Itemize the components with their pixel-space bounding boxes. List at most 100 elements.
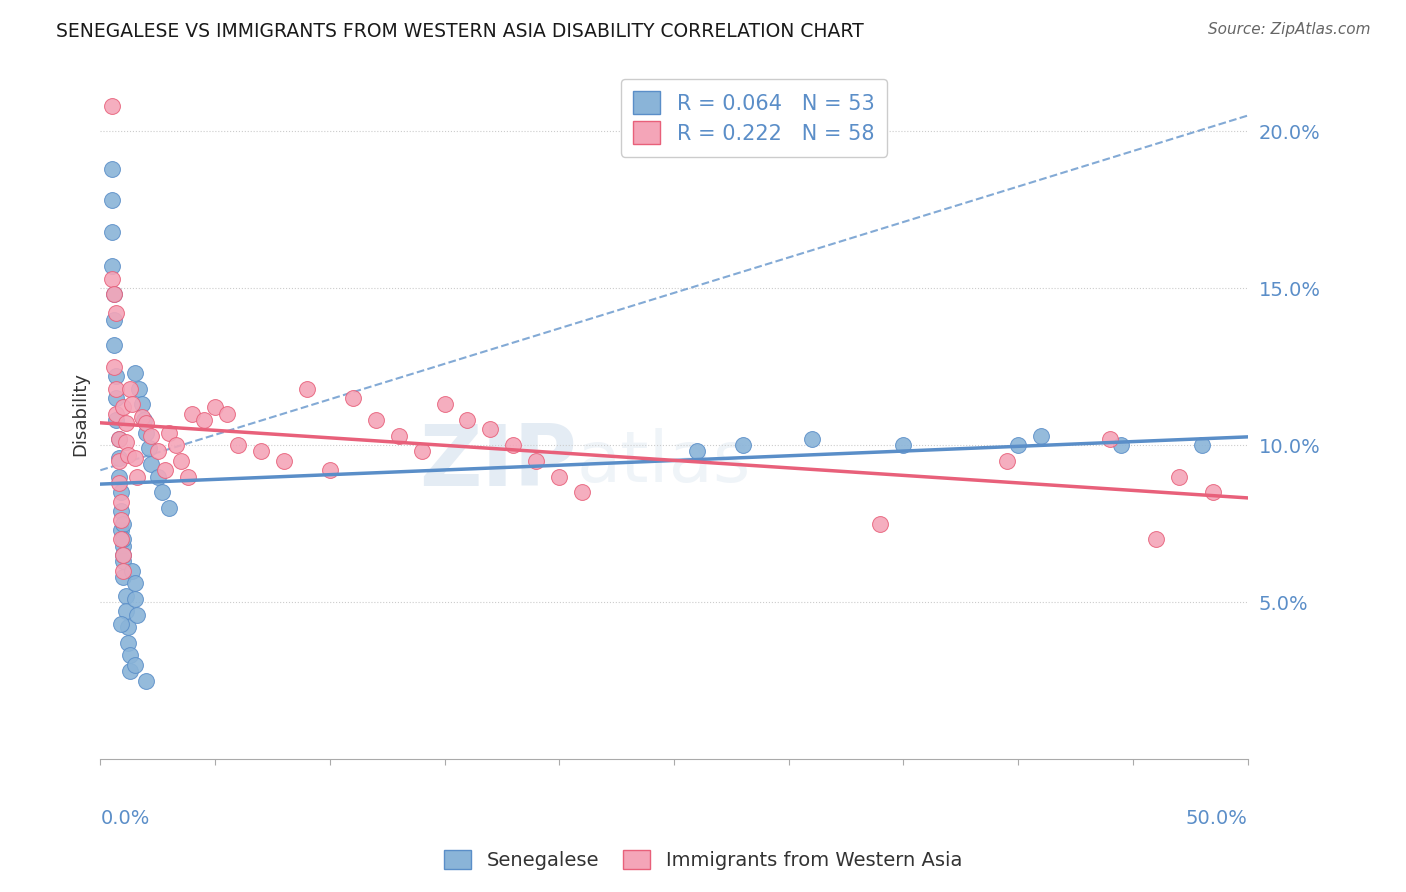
Point xyxy=(110,533,132,547)
Point xyxy=(1098,432,1121,446)
Point xyxy=(110,617,132,632)
Point xyxy=(1191,438,1213,452)
Point xyxy=(800,432,823,446)
Point xyxy=(114,435,136,450)
Point xyxy=(125,469,148,483)
Point xyxy=(107,432,129,446)
Point xyxy=(1029,428,1052,442)
Point xyxy=(124,450,146,465)
Point xyxy=(176,469,198,483)
Point xyxy=(124,591,146,606)
Point xyxy=(479,422,502,436)
Point xyxy=(295,382,318,396)
Point xyxy=(112,548,135,562)
Point xyxy=(103,337,125,351)
Point xyxy=(1144,533,1167,547)
Point xyxy=(1007,438,1029,452)
Point xyxy=(107,469,129,483)
Point xyxy=(103,287,125,301)
Point xyxy=(117,620,139,634)
Point xyxy=(125,607,148,622)
Point xyxy=(112,564,135,578)
Point xyxy=(138,442,160,456)
Point xyxy=(150,485,173,500)
Point xyxy=(319,463,342,477)
Text: SENEGALESE VS IMMIGRANTS FROM WESTERN ASIA DISABILITY CORRELATION CHART: SENEGALESE VS IMMIGRANTS FROM WESTERN AS… xyxy=(56,22,865,41)
Point xyxy=(433,397,456,411)
Point xyxy=(571,485,593,500)
Point xyxy=(869,516,891,531)
Point xyxy=(502,438,524,452)
Point xyxy=(112,570,135,584)
Point xyxy=(112,539,135,553)
Point xyxy=(165,438,187,452)
Point xyxy=(1202,485,1225,500)
Point xyxy=(121,397,143,411)
Text: atlas: atlas xyxy=(576,427,751,497)
Point xyxy=(121,564,143,578)
Point xyxy=(103,312,125,326)
Point xyxy=(101,194,124,208)
Point xyxy=(105,306,128,320)
Point xyxy=(112,554,135,568)
Legend: Senegalese, Immigrants from Western Asia: Senegalese, Immigrants from Western Asia xyxy=(436,842,970,878)
Point xyxy=(686,444,709,458)
Point xyxy=(124,576,146,591)
Point xyxy=(110,485,132,500)
Point xyxy=(132,413,155,427)
Y-axis label: Disability: Disability xyxy=(72,372,89,456)
Point xyxy=(411,444,433,458)
Point xyxy=(103,359,125,374)
Point xyxy=(117,448,139,462)
Point xyxy=(135,416,157,430)
Point xyxy=(131,397,153,411)
Point xyxy=(250,444,273,458)
Point xyxy=(364,413,387,427)
Point xyxy=(117,636,139,650)
Point xyxy=(456,413,478,427)
Point xyxy=(112,533,135,547)
Point xyxy=(101,272,124,286)
Point xyxy=(169,454,191,468)
Point xyxy=(107,475,129,490)
Point xyxy=(107,450,129,465)
Point xyxy=(157,500,180,515)
Point xyxy=(101,161,124,176)
Point xyxy=(139,457,162,471)
Point xyxy=(110,494,132,508)
Point xyxy=(112,401,135,415)
Point xyxy=(110,504,132,518)
Point xyxy=(120,648,142,663)
Point xyxy=(101,99,124,113)
Point xyxy=(146,469,169,483)
Point xyxy=(101,259,124,273)
Point xyxy=(388,428,411,442)
Point xyxy=(110,513,132,527)
Point xyxy=(342,391,364,405)
Point xyxy=(124,657,146,672)
Point xyxy=(114,589,136,603)
Point xyxy=(105,407,128,421)
Point xyxy=(157,425,180,440)
Point xyxy=(524,454,547,468)
Point xyxy=(731,438,754,452)
Point xyxy=(893,438,915,452)
Point xyxy=(135,425,157,440)
Point xyxy=(101,225,124,239)
Point xyxy=(995,454,1018,468)
Point xyxy=(105,391,128,405)
Point xyxy=(110,523,132,537)
Point xyxy=(114,605,136,619)
Point xyxy=(120,382,142,396)
Legend: R = 0.064   N = 53, R = 0.222   N = 58: R = 0.064 N = 53, R = 0.222 N = 58 xyxy=(621,78,887,157)
Point xyxy=(120,664,142,678)
Point xyxy=(139,428,162,442)
Point xyxy=(107,454,129,468)
Point xyxy=(103,287,125,301)
Point xyxy=(107,432,129,446)
Point xyxy=(112,548,135,562)
Text: ZIP: ZIP xyxy=(419,421,576,504)
Point xyxy=(128,382,150,396)
Point xyxy=(1111,438,1133,452)
Point xyxy=(193,413,215,427)
